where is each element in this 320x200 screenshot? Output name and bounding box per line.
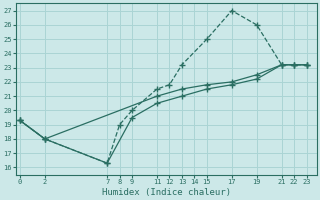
X-axis label: Humidex (Indice chaleur): Humidex (Indice chaleur) <box>102 188 231 197</box>
